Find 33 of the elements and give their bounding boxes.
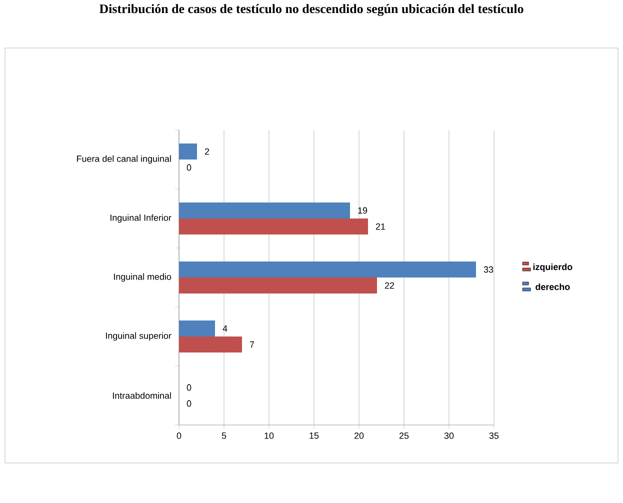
data-label: 21 [376,223,386,230]
x-tick-label: 35 [489,432,499,439]
data-label: 0 [186,400,192,407]
data-label: 19 [358,207,368,214]
x-tick-label: 25 [399,432,409,439]
x-tick-label: 0 [176,432,182,439]
y-tick-label: Inguinal medio [114,273,172,282]
bar [179,336,242,352]
bar [179,202,350,218]
data-label: 22 [384,282,394,289]
data-label: 4 [222,325,228,332]
data-label: 0 [186,384,192,391]
data-label: 7 [250,341,254,348]
data-label: 2 [204,148,210,155]
x-tick-label: 5 [222,432,226,439]
x-tick-label: 10 [264,432,274,439]
legend-label: izquierdo [533,264,572,272]
y-tick-label: Intraabdominal [113,392,171,399]
bar [179,261,476,278]
y-tick-label: Fuera del canal inguinal [77,155,171,164]
data-label: 33 [484,266,494,273]
x-tick-label: 20 [354,432,364,439]
y-tick-label: Inguinal Inferior [110,214,172,223]
bar [179,320,216,336]
legend-label: derecho [536,283,570,290]
bar [179,218,368,234]
x-tick-label: 30 [444,432,454,439]
y-tick-label: Inguinal superior [106,332,172,341]
x-tick-label: 15 [310,432,319,439]
bar [179,277,378,294]
bar [179,143,198,160]
chart-title: Distribución de casos de testículo no descendido según ubicación del testículo [99,4,524,16]
data-label: 0 [186,164,192,171]
